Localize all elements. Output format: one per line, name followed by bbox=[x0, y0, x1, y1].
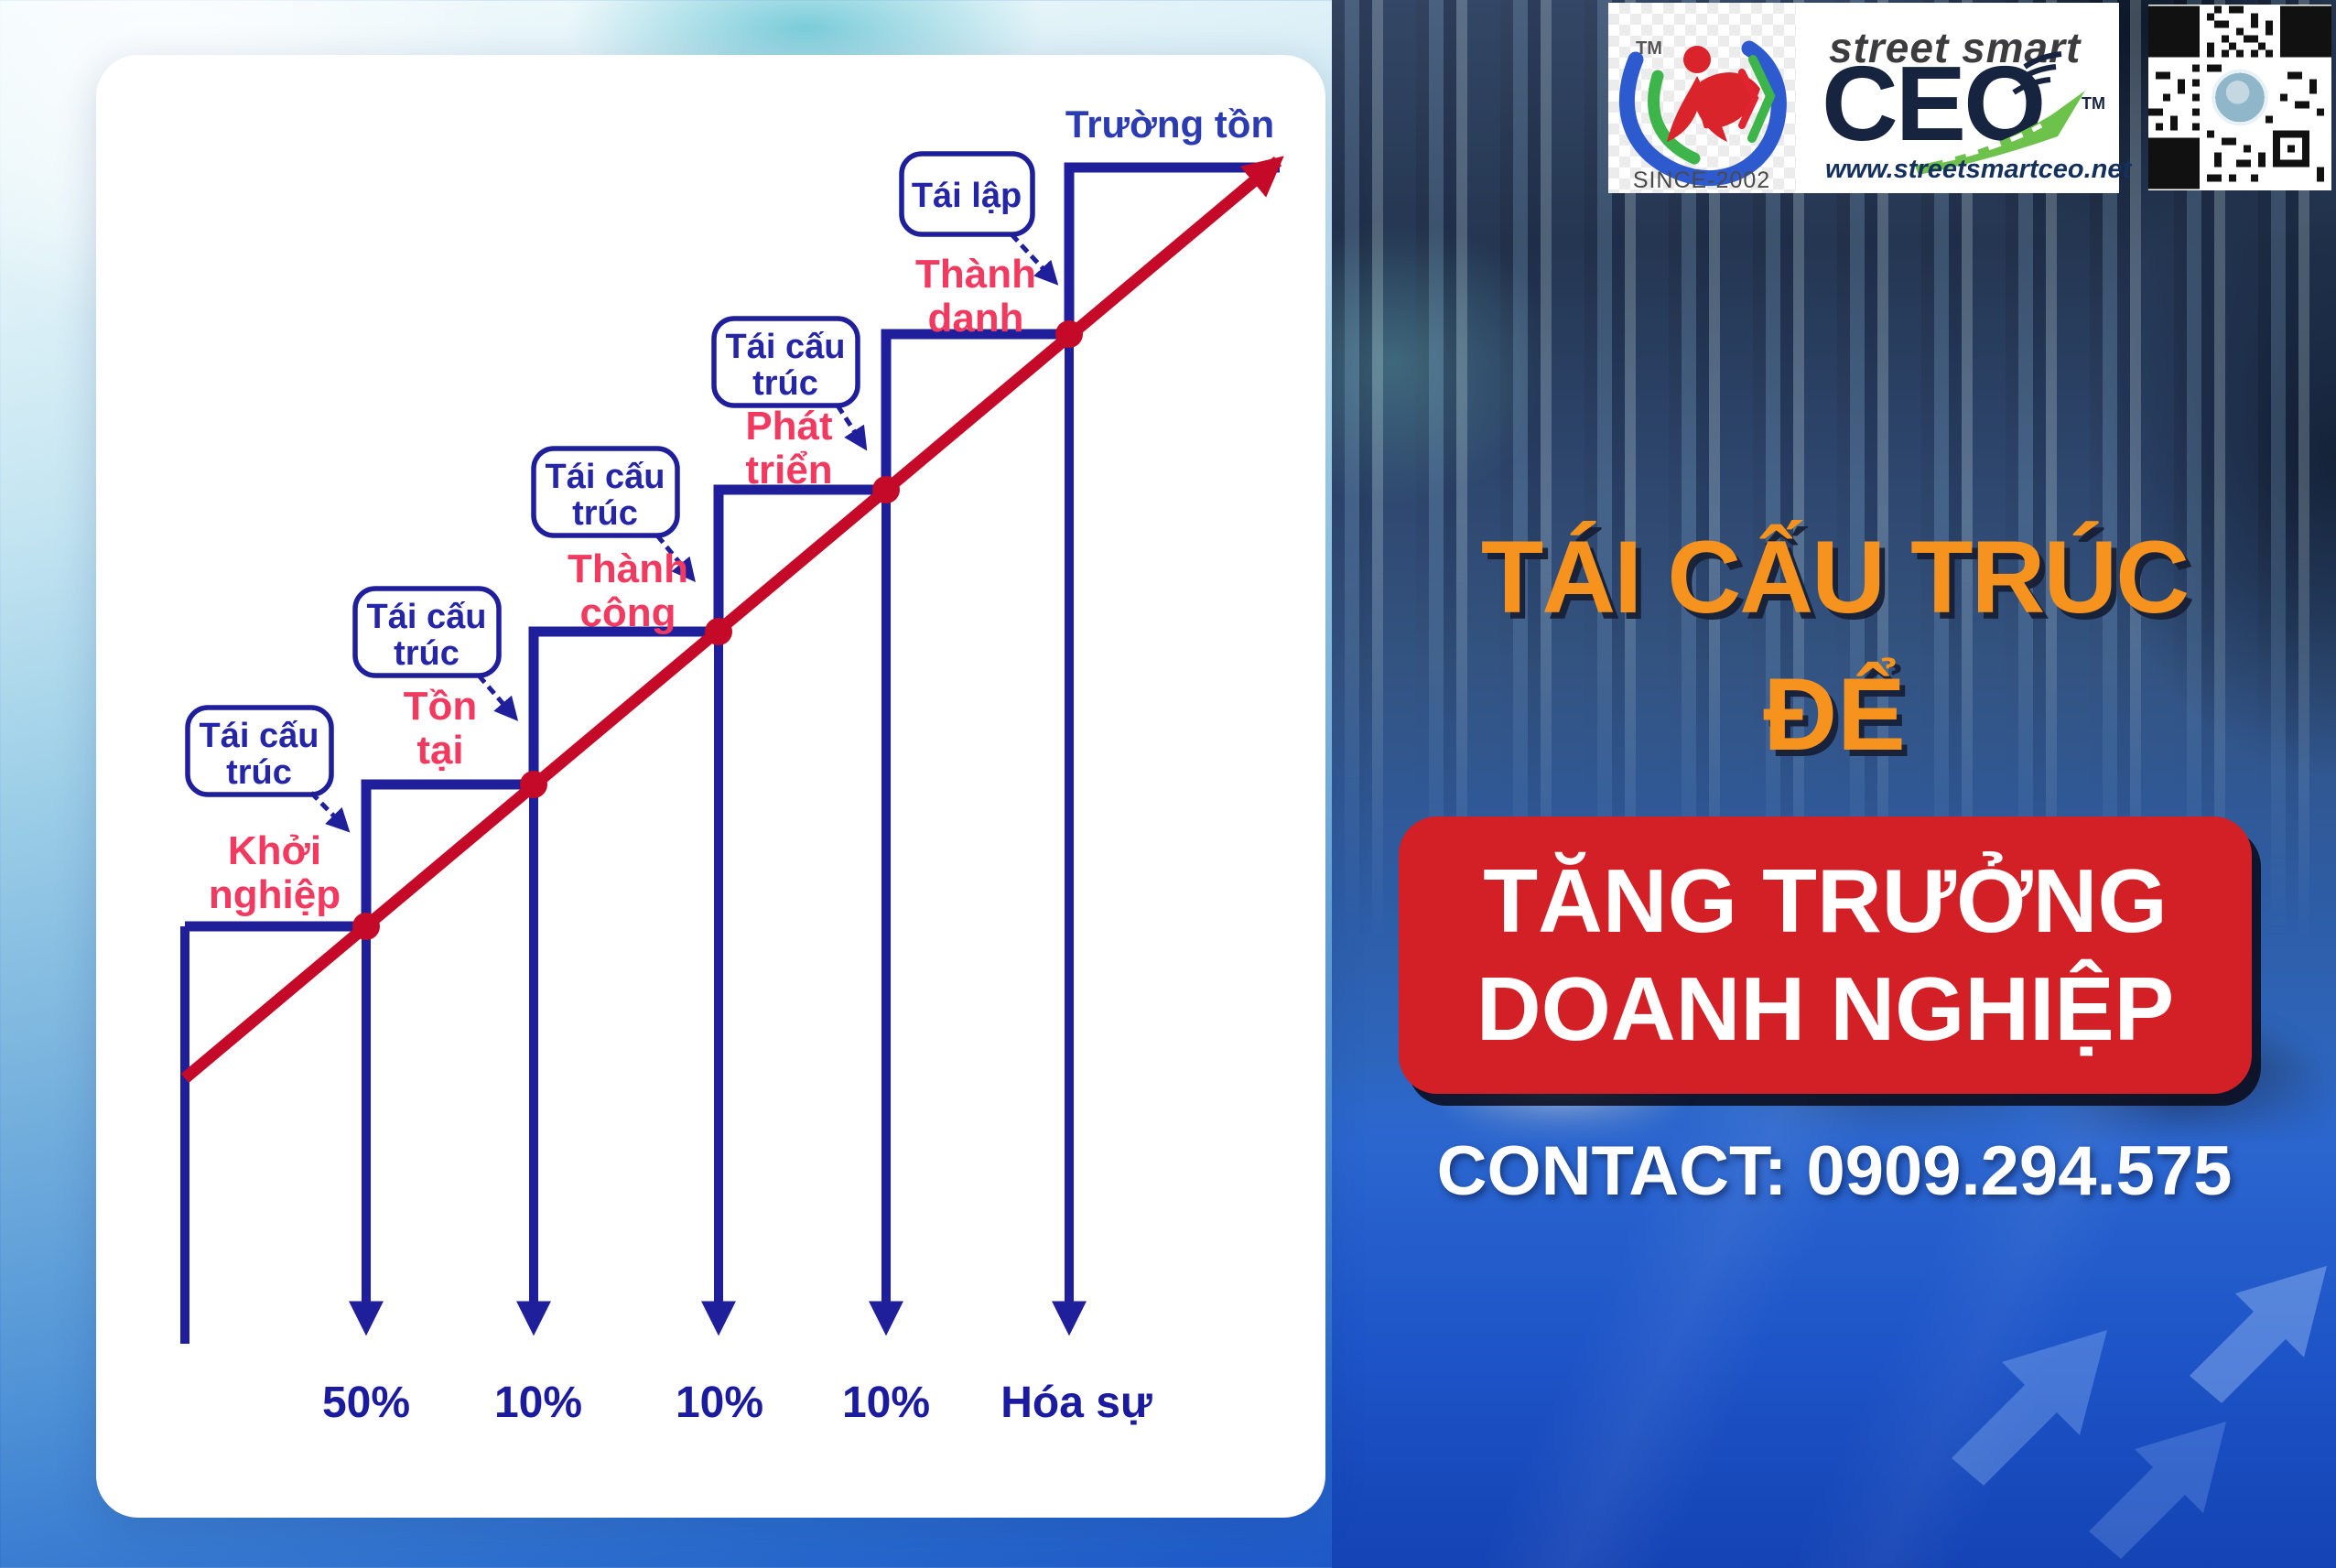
stage-text: Khởi bbox=[228, 828, 321, 873]
callout-restructure-2: Tái cấu trúc bbox=[352, 586, 519, 721]
qr-code-pattern bbox=[2148, 5, 2331, 189]
axis-label: 10% bbox=[842, 1379, 930, 1427]
company-logo-block: TM SINCE-2002 bbox=[1608, 3, 1796, 193]
axis-label: 50% bbox=[322, 1379, 410, 1427]
headline-line1: TÁI CẤU TRÚC bbox=[1480, 520, 2190, 634]
company-logo: TM SINCE-2002 bbox=[1618, 38, 1787, 193]
cta-banner: TĂNG TRƯỞNG DOANH NGHIỆP bbox=[1399, 816, 2252, 1094]
stage-text: nghiệp bbox=[209, 872, 341, 917]
callout-text: Tái cấu bbox=[726, 328, 846, 366]
stage-text: Thành bbox=[915, 252, 1036, 297]
speed-arc bbox=[2017, 64, 2057, 82]
intersection-dot bbox=[520, 771, 547, 798]
blue-gradient-footer bbox=[1332, 1066, 2336, 1568]
logo-red-leaf bbox=[1698, 72, 1760, 129]
stage-label-khoi-nghiep: Khởi nghiệp bbox=[209, 828, 341, 917]
logo-green-curve bbox=[1648, 70, 1701, 165]
logo-person-head bbox=[1683, 46, 1711, 73]
cta-line1: TĂNG TRƯỞNG bbox=[1483, 849, 2168, 951]
stage-text: danh bbox=[927, 296, 1023, 341]
intersection-dot bbox=[705, 618, 732, 645]
qr-center-photo-inner bbox=[2225, 81, 2250, 104]
growth-trend-line bbox=[180, 156, 1284, 1083]
callout-text: trúc bbox=[226, 753, 292, 792]
growth-diagram-panel: Tái cấu trúc Tái cấu trúc Tái cấu trúc T… bbox=[96, 55, 1325, 1518]
up-arrow-icon bbox=[2190, 1266, 2327, 1403]
callout-text: Tái cấu bbox=[200, 717, 319, 755]
logo-green-chevron bbox=[1747, 55, 1776, 143]
callout-text: trúc bbox=[572, 494, 638, 533]
light-streaks bbox=[1332, 1066, 2336, 1568]
brand-tagline: street smart bbox=[1829, 24, 2082, 71]
brand-tm-label: TM bbox=[2082, 94, 2105, 113]
upward-arrows-decoration bbox=[1952, 1266, 2327, 1559]
intersection-dot bbox=[1055, 320, 1083, 348]
speed-arc bbox=[2023, 51, 2062, 70]
stage-text: Phát bbox=[745, 404, 833, 449]
brand-name-block: street smart CEO TM www.streetsmartceo.n… bbox=[1796, 3, 2131, 193]
callout-text: Tái cấu bbox=[367, 598, 487, 636]
speed-arc bbox=[2012, 77, 2051, 95]
stage-text: tại bbox=[416, 728, 463, 773]
brand-website: www.streetsmartceo.net bbox=[1825, 155, 2132, 184]
callout-text: trúc bbox=[394, 634, 460, 673]
since-label: SINCE-2002 bbox=[1633, 168, 1770, 193]
logo-tm-label: TM bbox=[1636, 38, 1662, 59]
intersection-dot bbox=[352, 913, 380, 940]
cta-line2: DOANH NGHIỆP bbox=[1476, 957, 2175, 1059]
up-arrow-icon bbox=[2089, 1422, 2226, 1559]
staircase-steps bbox=[185, 162, 1280, 932]
callout-restructure-3: Tái cấu trúc bbox=[531, 446, 696, 583]
callout-restructure-4: Tái cấu trúc bbox=[711, 316, 868, 451]
axis-label: 10% bbox=[494, 1379, 582, 1427]
stage-label-thanh-danh: Thành danh bbox=[915, 252, 1036, 341]
logo-blue-swoosh bbox=[1618, 40, 1787, 187]
stage-label-thanh-cong: Thành công bbox=[568, 546, 688, 635]
stage-text: Thành bbox=[568, 546, 688, 591]
green-road-arrow bbox=[1915, 91, 2085, 175]
stage-text: Tồn bbox=[404, 684, 478, 729]
callout-text: Tái cấu bbox=[546, 458, 665, 496]
logo-red-chevron bbox=[1738, 69, 1759, 129]
qr-code bbox=[2148, 5, 2331, 190]
callout-text: Tái lập bbox=[912, 177, 1022, 215]
growth-stages-chart: Tái cấu trúc Tái cấu trúc Tái cấu trúc T… bbox=[180, 103, 1284, 1427]
headline-line2: ĐỂ bbox=[1763, 657, 1906, 772]
stage-text: triển bbox=[745, 448, 832, 492]
up-arrow-icon bbox=[1952, 1330, 2107, 1486]
stage-label-truong-ton: Trường tồn bbox=[1065, 103, 1274, 146]
axis-label: Hóa sự bbox=[1000, 1379, 1152, 1427]
axis-label: 10% bbox=[676, 1379, 763, 1427]
stage-text: công bbox=[579, 590, 676, 635]
intersection-dot bbox=[872, 476, 900, 503]
callout-reestablish: Tái lập bbox=[899, 151, 1059, 286]
callout-text: trúc bbox=[752, 364, 818, 403]
callout-restructure-1: Tái cấu trúc bbox=[185, 705, 351, 833]
contact-phone: CONTACT: 0909.294.575 bbox=[1436, 1132, 2233, 1210]
stage-label-phat-trien: Phát triển bbox=[745, 404, 833, 492]
road-dash bbox=[1941, 123, 2043, 163]
stage-label-ton-tai: Tồn tại bbox=[404, 684, 478, 773]
ceo-road-swoosh bbox=[1915, 51, 2085, 175]
